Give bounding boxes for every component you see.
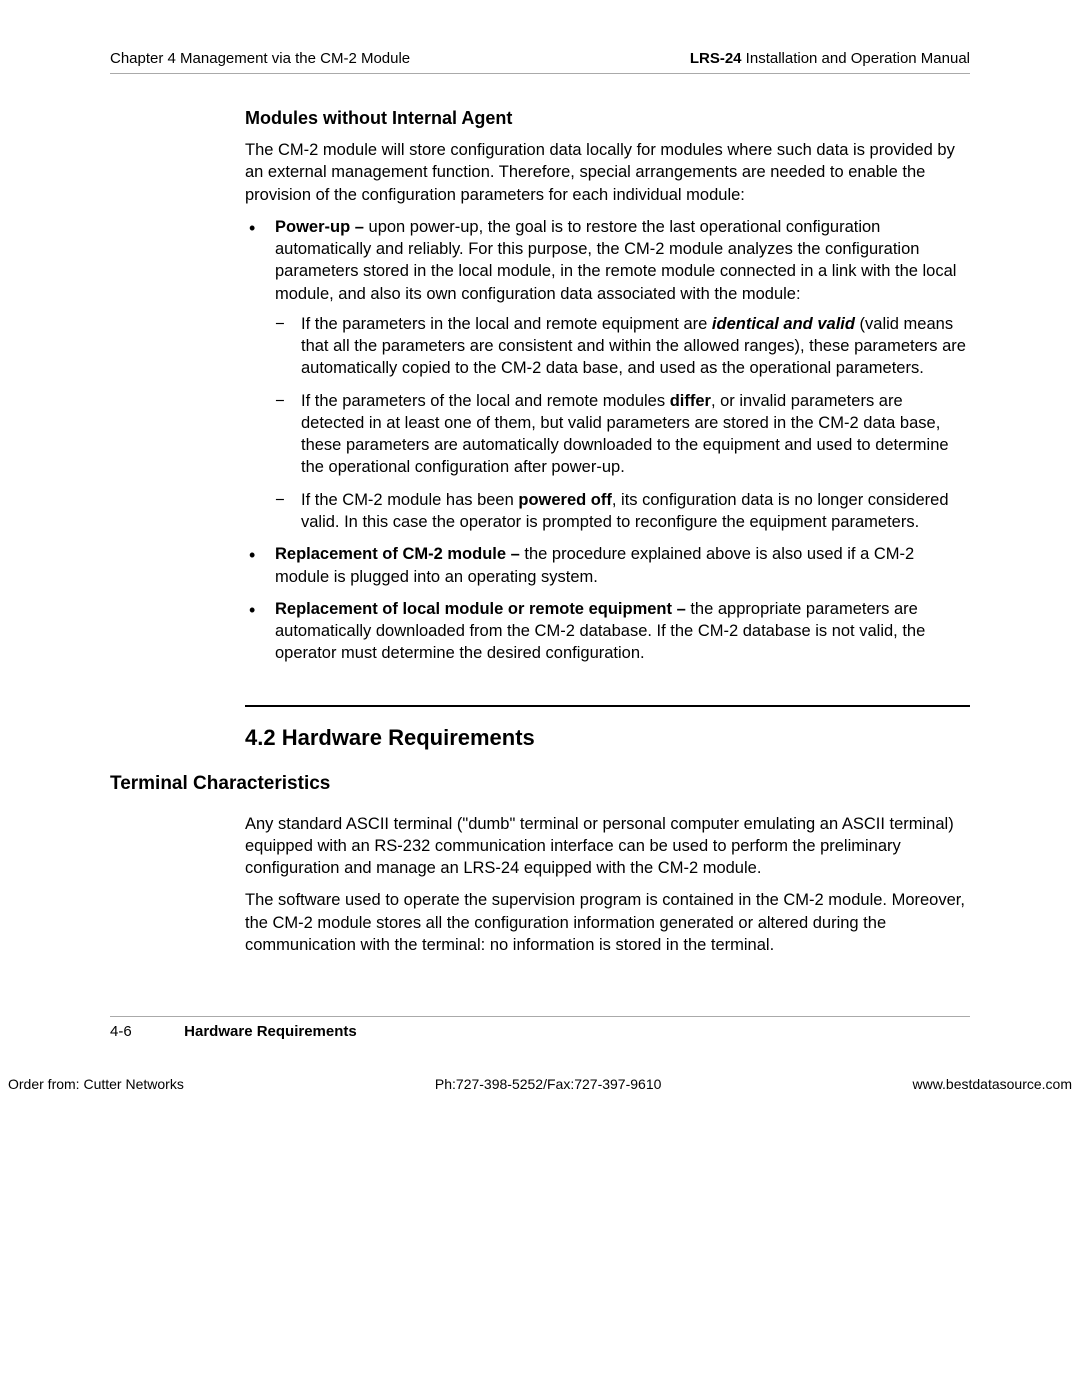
tc-block: Any standard ASCII terminal ("dumb" term… (245, 813, 970, 957)
dash-identical: If the parameters in the local and remot… (275, 313, 970, 380)
footer-title: Hardware Requirements (184, 1023, 357, 1040)
header-left: Chapter 4 Management via the CM-2 Module (110, 50, 410, 67)
bullet3-lead: Replacement of local module or remote eq… (275, 600, 686, 618)
subsection-title: Modules without Internal Agent (245, 108, 970, 129)
bullet-replace-local: Replacement of local module or remote eq… (245, 598, 970, 665)
order-line: Order from: Cutter Networks Ph:727-398-5… (0, 1070, 1080, 1102)
section-title: 4.2 Hardware Requirements (245, 725, 970, 751)
tc-para1: Any standard ASCII terminal ("dumb" term… (245, 813, 970, 880)
bullet-powerup-lead: Power-up – (275, 218, 364, 236)
dash1-pre: If the parameters in the local and remot… (301, 315, 712, 333)
dash-differ: If the parameters of the local and remot… (275, 390, 970, 479)
bullet-powerup: Power-up – upon power-up, the goal is to… (245, 216, 970, 533)
dash2-pre: If the parameters of the local and remot… (301, 392, 670, 410)
order-left: Order from: Cutter Networks (8, 1076, 184, 1092)
dash3-pre: If the CM-2 module has been (301, 491, 518, 509)
content-block: Modules without Internal Agent The CM-2 … (245, 108, 970, 751)
order-center: Ph:727-398-5252/Fax:727-397-9610 (435, 1076, 662, 1092)
header-right-bold: LRS-24 (690, 50, 742, 67)
dash2-b: differ (670, 392, 711, 410)
bullet2-lead: Replacement of CM-2 module – (275, 545, 520, 563)
page-number: 4-6 (110, 1023, 180, 1040)
page-header: Chapter 4 Management via the CM-2 Module… (110, 50, 970, 74)
header-right: LRS-24 Installation and Operation Manual (690, 50, 970, 67)
bullet-list: Power-up – upon power-up, the goal is to… (245, 216, 970, 665)
page-footer: 4-6 Hardware Requirements (110, 1023, 970, 1040)
dash-list: If the parameters in the local and remot… (275, 313, 970, 533)
section-rule (245, 705, 970, 707)
dash-poweredoff: If the CM-2 module has been powered off,… (275, 489, 970, 534)
tc-para2: The software used to operate the supervi… (245, 889, 970, 956)
footer-rule (110, 1016, 970, 1017)
order-right: www.bestdatasource.com (912, 1076, 1072, 1092)
intro-paragraph: The CM-2 module will store configuration… (245, 139, 970, 206)
dash1-bi: identical and valid (712, 315, 855, 333)
bullet-replace-cm2: Replacement of CM-2 module – the procedu… (245, 543, 970, 588)
bullet-powerup-rest: upon power-up, the goal is to restore th… (275, 218, 956, 303)
terminal-characteristics-heading: Terminal Characteristics (110, 773, 970, 795)
header-right-rest: Installation and Operation Manual (742, 50, 970, 67)
dash3-b: powered off (518, 491, 612, 509)
